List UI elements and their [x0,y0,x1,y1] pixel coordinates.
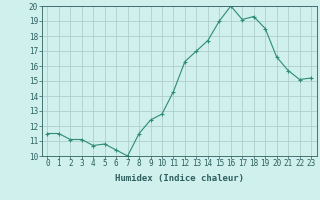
X-axis label: Humidex (Indice chaleur): Humidex (Indice chaleur) [115,174,244,183]
